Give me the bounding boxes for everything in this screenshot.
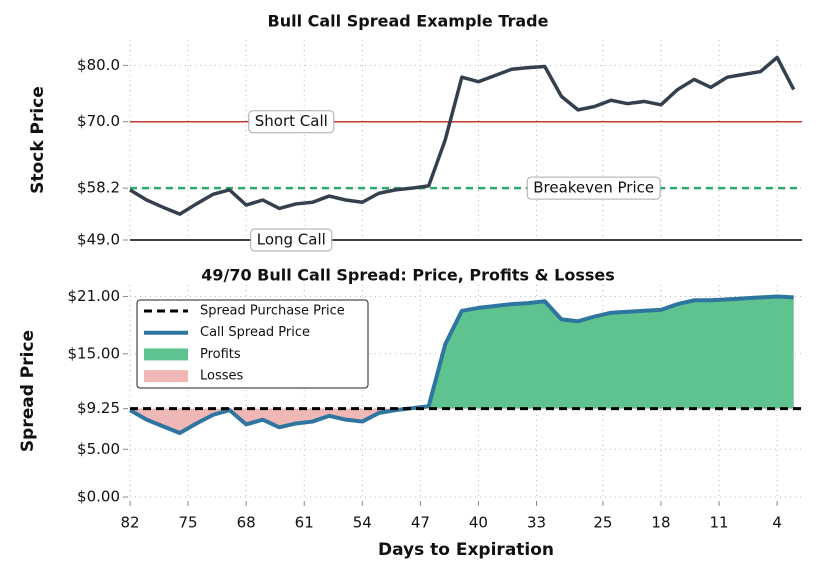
series-line bbox=[129, 55, 796, 216]
annotation-box bbox=[250, 228, 333, 252]
x-tick-label: 25 bbox=[593, 514, 612, 532]
x-tick-label: 47 bbox=[411, 514, 430, 532]
x-tick-label: 4 bbox=[772, 514, 782, 532]
x-tick-label: 18 bbox=[651, 514, 670, 532]
legend: Spread Purchase Price Call Spread Price Pr… bbox=[136, 299, 369, 389]
y-tick-label: $49.0 bbox=[77, 231, 120, 249]
x-axis-label: Days to Expiration bbox=[378, 540, 554, 560]
y-tick-label: $5.00 bbox=[77, 440, 120, 458]
y-tick-label: $58.2 bbox=[77, 179, 120, 197]
y-tick-label: $9.25 bbox=[77, 399, 120, 417]
chart-title: 49/70 Bull Call Spread: Price, Profits &… bbox=[201, 266, 615, 285]
annotation: Long Call bbox=[257, 231, 326, 249]
x-tick-label: 40 bbox=[469, 514, 488, 532]
legend-box bbox=[136, 299, 369, 389]
legend-label: Losses bbox=[200, 369, 244, 384]
legend-swatch bbox=[144, 348, 188, 361]
y-tick-label: $80.0 bbox=[77, 56, 120, 74]
y-tick-label: $15.00 bbox=[68, 344, 121, 362]
series-line bbox=[129, 294, 794, 436]
x-tick-label: 54 bbox=[353, 514, 372, 532]
annotation-box bbox=[248, 110, 335, 134]
x-tick-label: 75 bbox=[179, 514, 198, 532]
y-tick-label: $21.00 bbox=[68, 287, 121, 305]
y-axis-label: Stock Price bbox=[28, 86, 48, 194]
x-tick-label: 11 bbox=[709, 514, 728, 532]
y-axis-label: Spread Price bbox=[18, 330, 38, 452]
x-tick-label: 82 bbox=[120, 514, 139, 532]
chart-title: Bull Call Spread Example Trade bbox=[268, 12, 549, 31]
annotation: Short Call bbox=[255, 112, 328, 130]
legend-swatch bbox=[144, 370, 188, 383]
y-tick-label: $70.0 bbox=[77, 112, 120, 130]
annotation: Breakeven Price bbox=[533, 179, 654, 197]
legend-label: Call Spread Price bbox=[200, 325, 310, 340]
legend-label: Spread Purchase Price bbox=[200, 304, 345, 319]
x-tick-label: 68 bbox=[237, 514, 256, 532]
annotation-box bbox=[526, 176, 661, 200]
x-tick-label: 61 bbox=[295, 514, 314, 532]
loss-area bbox=[130, 408, 794, 434]
profit-area bbox=[407, 296, 794, 409]
x-tick-label: 33 bbox=[527, 514, 546, 532]
y-tick-label: $0.00 bbox=[77, 488, 120, 506]
legend-label: Profits bbox=[200, 347, 241, 362]
